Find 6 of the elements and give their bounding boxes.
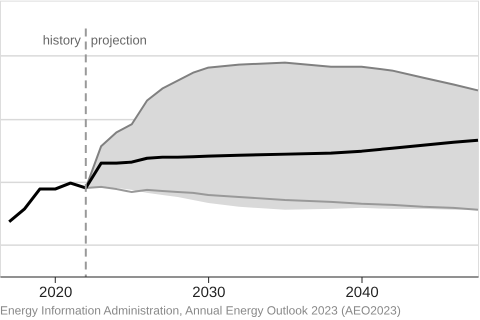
text: projection <box>90 32 147 48</box>
text: history <box>42 32 82 48</box>
x-tick-label: 2040 <box>345 284 379 301</box>
x-tick-label: 2030 <box>192 284 226 301</box>
text: Energy Information Administration, Annual Energy Outlook 2023 (AEO2023) <box>0 303 401 318</box>
x-tick-label: 2020 <box>39 284 72 301</box>
